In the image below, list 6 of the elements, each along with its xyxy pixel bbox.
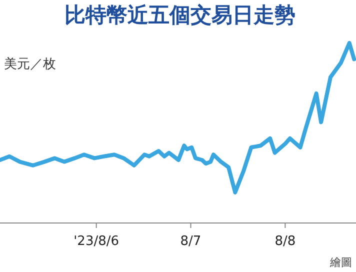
x-tick-label: '23/8/6 [74, 234, 120, 249]
y-axis-title: 美元／枚 [4, 56, 56, 72]
chart-title: 比特幣近五個交易日走勢 [64, 3, 296, 27]
text: 繪圖 [329, 256, 352, 269]
x-tick-label: 8/8 [274, 234, 296, 249]
x-tick-label: 8/7 [180, 234, 202, 249]
